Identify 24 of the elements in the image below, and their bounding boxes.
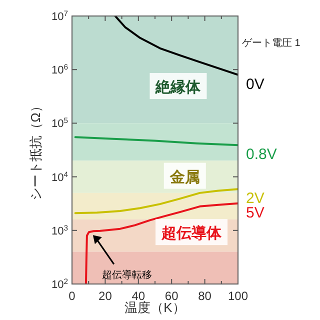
y-tick-label: 10$^{2}$ — [51, 276, 68, 291]
annotation: 絶縁体 — [154, 79, 202, 96]
x-tick-label: 100 — [228, 289, 248, 303]
x-tick-label: 80 — [198, 289, 212, 303]
annotation: 超伝導体 — [156, 219, 228, 246]
y-tick-label: 10$^{7}$ — [51, 8, 68, 23]
series-label: 0.8V — [246, 146, 277, 164]
annotation: 超伝導体 — [160, 224, 223, 242]
x-tick-label: 60 — [164, 289, 179, 303]
legend-title: ゲート電圧 1 — [242, 38, 301, 49]
annotation: 金属 — [168, 168, 200, 186]
x-tick-label: 20 — [98, 289, 112, 303]
y-axis-title: シート抵抗（Ω） — [28, 100, 43, 200]
annotation: 絶縁体 — [150, 73, 207, 100]
y-tick-label: 10$^{6}$ — [51, 62, 68, 77]
y-tick-label: 10$^{4}$ — [51, 169, 69, 184]
y-tick-label: 10$^{3}$ — [51, 222, 68, 238]
series-label: 0V — [246, 76, 264, 93]
x-axis-title: 温度（K） — [124, 300, 186, 315]
annotation: 超伝導転移 — [92, 235, 152, 282]
annotation: 金属 — [164, 162, 206, 189]
x-tick-label: 0 — [68, 289, 76, 303]
y-tick-label: 10$^{5}$ — [51, 116, 68, 130]
annotation: 超伝導転移 — [102, 269, 152, 282]
